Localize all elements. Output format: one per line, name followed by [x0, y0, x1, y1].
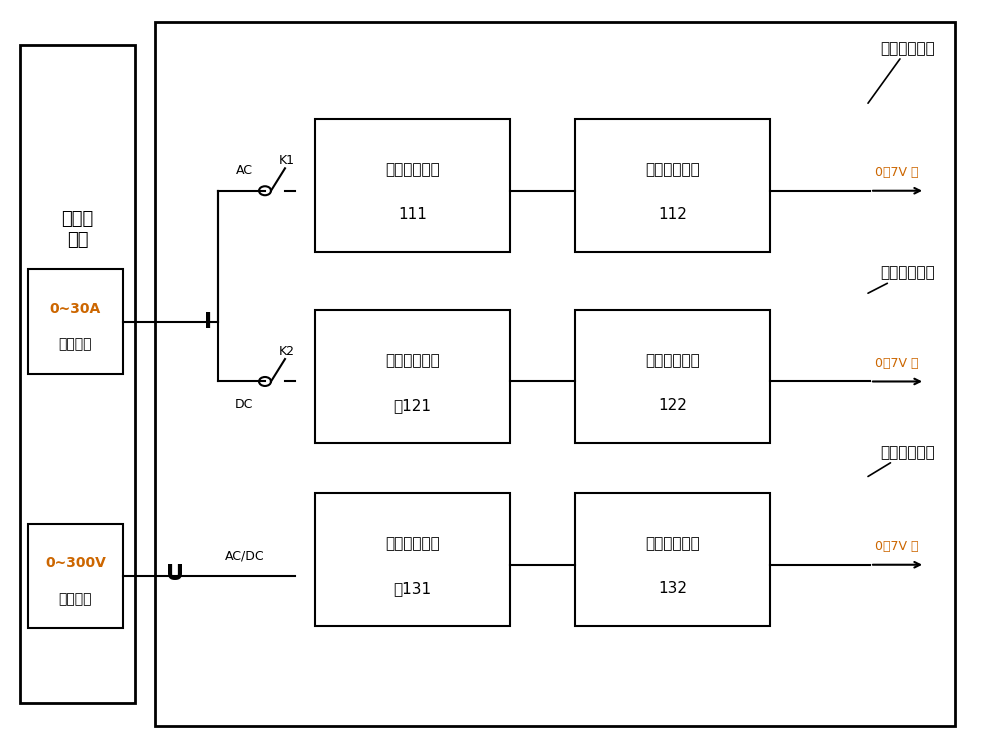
Bar [575, 493, 770, 626]
Bar [28, 269, 123, 374]
Text: I: I [204, 312, 212, 331]
Text: 0~300V: 0~300V [45, 557, 106, 571]
Bar [315, 310, 510, 443]
Text: 放大器子模块: 放大器子模块 [645, 162, 700, 177]
Bar [155, 22, 955, 726]
Text: 分压网络子模: 分压网络子模 [385, 536, 440, 551]
Text: 132: 132 [658, 581, 687, 596]
Text: 111: 111 [398, 207, 427, 222]
Text: K2: K2 [279, 345, 295, 358]
Bar [20, 45, 135, 703]
Bar [575, 310, 770, 443]
Text: 电压输入: 电压输入 [59, 592, 92, 606]
Text: 被测试
设备: 被测试 设备 [61, 209, 94, 248]
Bar [315, 493, 510, 626]
Text: 块121: 块121 [394, 398, 432, 413]
Text: 第二采样模块: 第二采样模块 [868, 266, 935, 293]
Text: 112: 112 [658, 207, 687, 222]
Text: 采样电阱子模: 采样电阱子模 [385, 353, 440, 368]
Bar [295, 105, 870, 266]
Text: 第一采样模块: 第一采样模块 [868, 41, 935, 103]
Text: 0~30A: 0~30A [50, 302, 101, 316]
Bar [575, 119, 770, 252]
Text: 变压器子模块: 变压器子模块 [385, 162, 440, 177]
Text: 122: 122 [658, 398, 687, 413]
Text: 放大器子模块: 放大器子模块 [645, 353, 700, 368]
Text: AC: AC [236, 165, 253, 177]
Text: 0～7V 信: 0～7V 信 [875, 540, 918, 553]
Bar [315, 119, 510, 252]
Text: 块131: 块131 [393, 581, 432, 596]
Text: 0～7V 信: 0～7V 信 [875, 357, 918, 370]
Text: 第二采样模块: 第二采样模块 [868, 445, 935, 476]
Text: 电流输入: 电流输入 [59, 337, 92, 352]
Bar [295, 295, 870, 456]
Text: U: U [166, 565, 184, 584]
Bar [28, 524, 123, 628]
Text: K1: K1 [279, 154, 295, 167]
Text: AC/DC: AC/DC [225, 550, 265, 562]
Bar [295, 479, 870, 640]
Text: DC: DC [235, 398, 253, 411]
Text: 放大器子模块: 放大器子模块 [645, 536, 700, 551]
Text: 0～7V 信: 0～7V 信 [875, 166, 918, 179]
